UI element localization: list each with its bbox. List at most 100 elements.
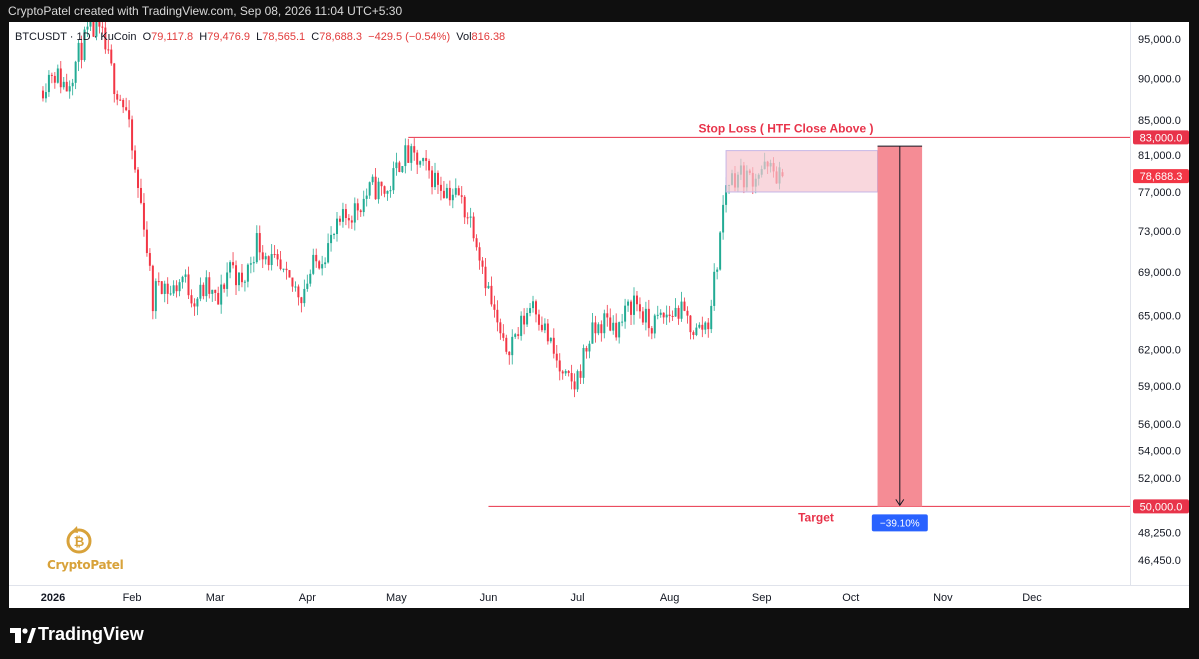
footer-bar: TradingView: [0, 608, 1199, 659]
x-tick-label: Nov: [933, 592, 953, 604]
candle-body: [606, 313, 609, 318]
candle-body: [386, 191, 389, 194]
svg-text:₿: ₿: [74, 535, 85, 550]
target-label: Target: [798, 510, 834, 524]
candle-body: [478, 247, 481, 261]
candle-body: [44, 92, 47, 99]
candle-body: [460, 195, 463, 197]
candle-body: [333, 234, 336, 236]
candle-body: [116, 94, 119, 100]
candle-body: [232, 262, 235, 266]
stop-loss-label: Stop Loss ( HTF Close Above ): [699, 121, 874, 135]
legend-low: 78,565.1: [262, 31, 306, 43]
candle-body: [428, 160, 431, 171]
x-tick-label: Sep: [752, 592, 772, 604]
candle-body: [53, 75, 56, 83]
candle-body: [145, 229, 148, 254]
bitcoin-logo-icon: ₿: [66, 526, 92, 554]
candle-body: [50, 74, 53, 76]
candle-body: [677, 307, 680, 319]
candle-body: [633, 295, 635, 315]
candle-body: [591, 322, 594, 344]
legend-vol: 816.38: [471, 31, 506, 43]
candle-body: [122, 99, 125, 108]
candle-body: [508, 351, 511, 356]
candle-body: [240, 272, 243, 283]
candle-body: [686, 310, 689, 316]
candle-body: [336, 218, 338, 235]
candle-body: [344, 209, 347, 219]
projection-change-text: −39.10%: [880, 518, 920, 529]
credit-text: CryptoPatel created with TradingView.com…: [8, 4, 403, 18]
candle-body: [267, 256, 270, 266]
candle-body: [288, 270, 291, 278]
y-tick-label: 46,450.0: [1138, 555, 1181, 567]
candle-body: [496, 309, 499, 323]
candle-body: [205, 277, 208, 297]
candle-body: [439, 184, 442, 191]
candle-body: [125, 107, 128, 111]
candle-body: [202, 284, 205, 297]
price-label-stop: [1133, 130, 1189, 145]
chart-frame[interactable]: 95,000.0 90,000.0 85,000.0 81,000.0 77,000.0…: [9, 22, 1189, 608]
candle-body: [113, 63, 116, 95]
candle-body: [719, 232, 722, 270]
candle-body: [579, 371, 582, 378]
candle-body: [505, 337, 508, 352]
candle-body: [469, 216, 472, 218]
candle-body: [368, 182, 371, 196]
candle-body: [683, 301, 686, 311]
y-tick-label: 65,000.0: [1138, 310, 1181, 322]
candle-body: [261, 252, 264, 260]
candle-body: [68, 86, 71, 92]
candle-body: [612, 322, 615, 331]
candle-body: [217, 292, 220, 305]
x-tick-label: Apr: [299, 592, 316, 604]
candle-body: [630, 301, 633, 315]
price-chart[interactable]: 95,000.0 90,000.0 85,000.0 81,000.0 77,000.0…: [9, 22, 1189, 608]
candle-body: [585, 347, 588, 352]
candle-body: [184, 274, 187, 277]
candle-body: [392, 168, 395, 191]
candle-body: [710, 305, 713, 330]
candle-body: [529, 308, 532, 313]
y-tick-label: 62,000.0: [1138, 345, 1181, 357]
candle-body: [457, 188, 460, 196]
candle-body: [419, 161, 422, 165]
candle-body: [549, 337, 552, 342]
candle-body: [223, 284, 226, 289]
candle-body: [517, 334, 520, 336]
candle-body: [297, 286, 300, 298]
candle-body: [47, 74, 50, 93]
candle-body: [377, 181, 380, 200]
candle-body: [448, 187, 451, 201]
candle-body: [196, 298, 199, 307]
candle-body: [704, 322, 707, 330]
candle-body: [193, 303, 196, 307]
candle-body: [407, 145, 410, 163]
candle-body: [502, 333, 505, 338]
candle-body: [434, 172, 437, 188]
y-tick-label: 95,000.0: [1138, 34, 1181, 46]
candle-body: [374, 176, 377, 200]
x-tick-label: Feb: [123, 592, 142, 604]
candle-body: [134, 150, 137, 170]
candle-body: [318, 261, 321, 269]
candle-body: [561, 371, 564, 374]
candle-body: [621, 321, 624, 323]
candle-body: [532, 301, 535, 309]
candle-body: [475, 238, 478, 248]
candle-body: [380, 181, 383, 187]
candle-body: [431, 170, 434, 188]
candle-body: [157, 281, 160, 283]
candle-body: [543, 323, 546, 331]
y-tick-label: 59,000.0: [1138, 381, 1181, 393]
legend-open: 79,117.8: [151, 31, 194, 43]
price-label-text: 78,688.3: [1140, 171, 1183, 183]
candle-body: [309, 273, 312, 284]
candle-body: [246, 264, 249, 282]
candle-body: [514, 334, 517, 337]
candle-body: [576, 371, 579, 390]
y-tick-label: 81,000.0: [1138, 150, 1181, 162]
candle-body: [597, 324, 600, 334]
